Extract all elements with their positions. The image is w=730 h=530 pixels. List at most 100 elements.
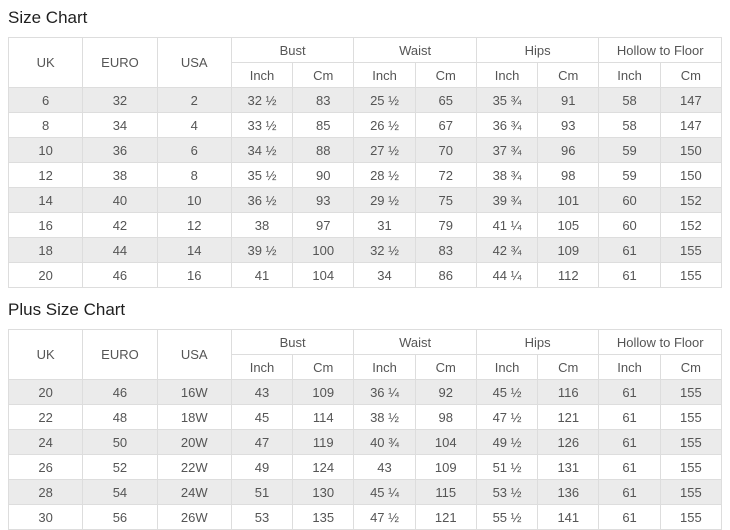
table-cell: 155 <box>659 262 723 288</box>
table-cell: 50 <box>82 429 158 455</box>
col-header-waist-inch: Inch <box>353 62 416 88</box>
table-subheader-row: Inch Cm Inch Cm Inch Cm Inch Cm <box>9 354 723 380</box>
table-cell: 130 <box>292 479 355 505</box>
table-cell: 112 <box>537 262 600 288</box>
table-cell: 101 <box>537 187 600 213</box>
table-cell: 41 <box>230 262 294 288</box>
table-cell: 61 <box>598 504 661 530</box>
table-cell: 38 ¾ <box>475 162 539 188</box>
table-cell: 91 <box>537 87 600 113</box>
col-header-waist-inch: Inch <box>353 354 416 380</box>
table-cell: 124 <box>292 454 355 480</box>
table-cell: 61 <box>598 404 661 430</box>
table-cell: 88 <box>292 137 355 163</box>
table-cell: 104 <box>292 262 355 288</box>
table-row: 20 46 16 41 104 34 86 44 ¼ 112 61 155 <box>7 262 723 288</box>
table-cell: 47 ½ <box>353 504 416 530</box>
table-cell: 61 <box>598 479 661 505</box>
table-cell: 41 ¼ <box>475 212 539 238</box>
table-cell: 18W <box>156 404 232 430</box>
table-cell: 116 <box>537 379 600 405</box>
table-cell: 155 <box>659 404 723 430</box>
table-cell: 61 <box>598 454 661 480</box>
table-row: 10 36 6 34 ½ 88 27 ½ 70 37 ¾ 96 59 150 <box>7 137 723 163</box>
col-header-usa: USA <box>156 329 232 380</box>
table-row: 8 34 4 33 ½ 85 26 ½ 67 36 ¾ 93 58 147 <box>7 112 723 138</box>
table-cell: 147 <box>659 87 723 113</box>
col-group-hollow-to-floor: Hollow to Floor <box>598 329 722 355</box>
table-cell: 104 <box>414 429 477 455</box>
table-cell: 155 <box>659 237 723 263</box>
table-cell: 109 <box>414 454 477 480</box>
table-cell: 155 <box>659 479 723 505</box>
table-cell: 53 <box>230 504 294 530</box>
table-cell: 36 ¾ <box>475 112 539 138</box>
table-cell: 52 <box>82 454 158 480</box>
table-cell: 115 <box>414 479 477 505</box>
table-cell: 14 <box>156 237 232 263</box>
table-cell: 39 ½ <box>230 237 294 263</box>
table-cell: 45 ½ <box>475 379 539 405</box>
col-group-bust: Bust <box>230 329 355 355</box>
table-cell: 38 <box>230 212 294 238</box>
col-header-uk: UK <box>7 37 84 88</box>
table-cell: 51 <box>230 479 294 505</box>
table-cell: 114 <box>292 404 355 430</box>
table-cell: 36 <box>82 137 158 163</box>
table-cell: 105 <box>537 212 600 238</box>
col-header-euro: EURO <box>82 37 158 88</box>
table-cell: 16W <box>156 379 232 405</box>
table-cell: 61 <box>598 262 661 288</box>
table-cell: 45 ¼ <box>353 479 416 505</box>
col-header-hips-inch: Inch <box>475 354 539 380</box>
table-row: 12 38 8 35 ½ 90 28 ½ 72 38 ¾ 98 59 150 <box>7 162 723 188</box>
table-cell: 27 ½ <box>353 137 416 163</box>
table-cell: 43 <box>353 454 416 480</box>
table-header-row: UK EURO USA Bust Waist Hips Hollow to Fl… <box>7 329 722 380</box>
table-cell: 147 <box>659 112 723 138</box>
table-cell: 16 <box>7 212 84 238</box>
col-header-waist-cm: Cm <box>414 62 477 88</box>
table-cell: 83 <box>292 87 355 113</box>
table-cell: 70 <box>414 137 477 163</box>
table-cell: 75 <box>414 187 477 213</box>
table-cell: 109 <box>537 237 600 263</box>
table-cell: 20W <box>156 429 232 455</box>
col-header-hollow-cm: Cm <box>659 354 723 380</box>
table-cell: 152 <box>659 187 723 213</box>
table-cell: 61 <box>598 429 661 455</box>
table-cell: 79 <box>414 212 477 238</box>
table-cell: 16 <box>156 262 232 288</box>
table-cell: 28 <box>7 479 84 505</box>
table-cell: 60 <box>598 187 661 213</box>
table-cell: 47 ½ <box>475 404 539 430</box>
col-header-hips-cm: Cm <box>537 62 600 88</box>
col-group-bust: Bust <box>230 37 355 63</box>
table-cell: 121 <box>537 404 600 430</box>
table-cell: 61 <box>598 237 661 263</box>
table-cell: 12 <box>7 162 84 188</box>
plus-size-chart-title: Plus Size Chart <box>8 300 126 319</box>
table-cell: 53 ½ <box>475 479 539 505</box>
col-group-hollow-to-floor: Hollow to Floor <box>598 37 722 63</box>
table-cell: 33 ½ <box>230 112 294 138</box>
table-cell: 39 ¾ <box>475 187 539 213</box>
table-cell: 58 <box>598 112 661 138</box>
table-cell: 10 <box>7 137 84 163</box>
table-cell: 32 ½ <box>230 87 294 113</box>
table-cell: 6 <box>156 137 232 163</box>
col-group-waist: Waist <box>353 37 477 63</box>
table-cell: 20 <box>7 379 84 405</box>
table-cell: 155 <box>659 429 723 455</box>
table-cell: 83 <box>414 237 477 263</box>
table-cell: 42 <box>82 212 158 238</box>
col-header-hips-inch: Inch <box>475 62 539 88</box>
table-cell: 131 <box>537 454 600 480</box>
table-cell: 38 ½ <box>353 404 416 430</box>
table-row: 28 54 24W 51 130 45 ¼ 115 53 ½ 136 61 155 <box>7 479 723 505</box>
table-cell: 31 <box>353 212 416 238</box>
table-cell: 35 ¾ <box>475 87 539 113</box>
table-cell: 97 <box>292 212 355 238</box>
table-cell: 25 ½ <box>353 87 416 113</box>
table-cell: 24 <box>7 429 84 455</box>
